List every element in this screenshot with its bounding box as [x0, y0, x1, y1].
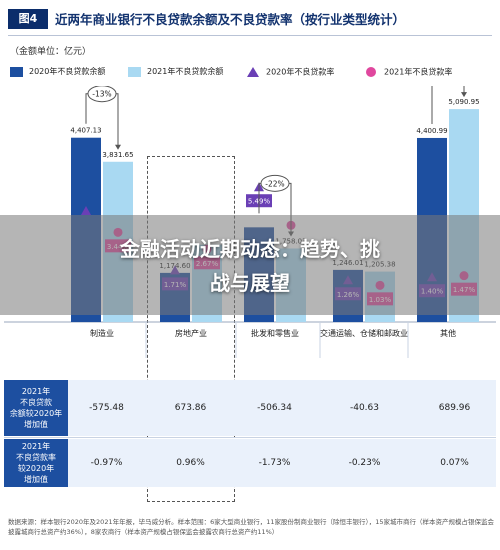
legend-item-2020-balance: 2020年不良贷款余额	[10, 66, 105, 80]
legend-triangle-icon	[247, 67, 259, 77]
category-label: 其他	[440, 328, 456, 338]
overlay-title: 金融活动近期动态：趋势、挑 战与展望	[0, 232, 500, 300]
category-label: 交通运输、仓储和邮政业	[320, 328, 408, 338]
bar-value-label-2021: 3,831.65	[102, 151, 133, 159]
legend-item-2020-rate: 2020年不良贷款率	[246, 66, 334, 80]
row-header-line: 增加值	[24, 475, 48, 484]
table-row-header-balance: 2021年 不良贷款 余额较2020年 增加值	[4, 380, 68, 436]
overlay-title-line-2: 战与展望	[210, 271, 290, 295]
change-arrow-head	[115, 144, 121, 150]
category-label: 批发和零售业	[251, 328, 299, 338]
table-cell: -40.63	[349, 403, 379, 413]
table-row-rate-bg	[68, 439, 496, 487]
legend-label: 2021年不良贷款率	[384, 67, 453, 77]
table-cell: 0.96%	[176, 458, 205, 468]
table-cell: 673.86	[174, 403, 207, 413]
change-arrow-head	[461, 92, 467, 98]
bar-value-label-2021: 5,090.95	[448, 98, 479, 106]
change-arrow-left	[431, 86, 433, 124]
change-badge-label: -22%	[265, 179, 284, 188]
legend-label: 2020年不良贷款余额	[29, 67, 106, 76]
change-arrow-left	[85, 93, 88, 124]
table-cell: -1.73%	[258, 458, 291, 468]
table-cell: -575.48	[89, 403, 124, 413]
change-arrow-left	[258, 182, 261, 214]
legend-item-2021-rate: 2021年不良贷款率	[364, 66, 452, 80]
table-cell: -0.23%	[348, 458, 381, 468]
row-header-line: 增加值	[23, 420, 48, 429]
header-divider	[8, 35, 492, 36]
legend-swatch-bar-2021	[128, 66, 141, 77]
rate-marker-2020	[81, 205, 91, 215]
bar-value-label-2020: 4,407.13	[70, 127, 101, 135]
figure-title: 近两年商业银行不良贷款余额及不良贷款率（按行业类型统计）	[55, 12, 406, 27]
legend-label: 2020年不良贷款率	[266, 67, 335, 77]
table-cell: -506.34	[257, 403, 292, 413]
legend-swatch-bar-2020	[10, 66, 23, 77]
table-row-header-rate: 2021年 不良贷款率 较2020年 增加值	[4, 439, 68, 487]
table-cell: 689.96	[438, 403, 471, 413]
row-header-line: 较2020年	[17, 464, 55, 473]
table-row-balance-bg	[68, 380, 496, 436]
bar-value-label-2020: 4,400.99	[416, 127, 447, 135]
row-header-line: 2021年	[21, 387, 51, 396]
category-label: 房地产业	[175, 328, 207, 338]
row-header-line: 余额较2020年	[9, 409, 63, 418]
figure-number-tag: 图4	[8, 9, 48, 29]
title-overlay-band	[0, 215, 500, 315]
figure-header: 图4 近两年商业银行不良贷款余额及不良贷款率（按行业类型统计）	[0, 0, 500, 34]
row-header-line: 不良贷款	[19, 398, 52, 407]
highlight-dashed-box	[147, 156, 235, 502]
unit-label: （金额单位：亿元）	[10, 47, 92, 57]
overlay-title-line-1: 金融活动近期动态：趋势、挑	[120, 237, 380, 261]
legend-label: 2021年不良贷款余额	[147, 67, 224, 76]
row-header-line: 2021年	[21, 442, 51, 451]
source-footnote: 数据来源：样本银行2020年及2021年年报，毕马威分析。样本范围：6家大型商业…	[8, 518, 495, 536]
legend-circle-icon	[366, 67, 376, 77]
change-arrow-right	[116, 93, 119, 148]
legend-item-2021-balance: 2021年不良贷款余额	[128, 66, 223, 80]
table-cell: -0.97%	[90, 458, 123, 468]
row-header-line: 不良贷款率	[16, 453, 56, 462]
category-label: 制造业	[90, 328, 114, 338]
change-badge-label: -13%	[92, 90, 111, 99]
table-row-divider	[4, 437, 496, 438]
table-cell: 0.07%	[440, 458, 469, 468]
